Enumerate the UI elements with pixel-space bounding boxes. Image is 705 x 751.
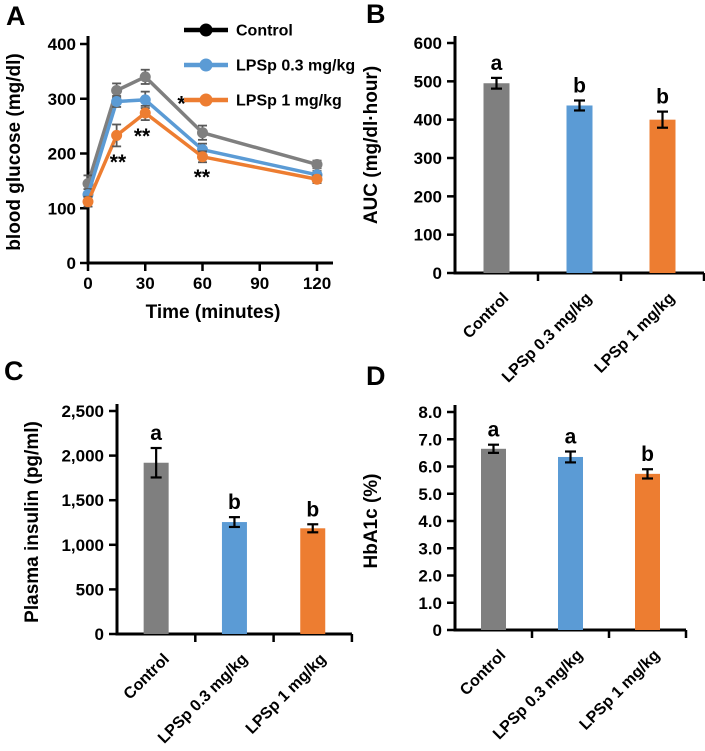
y-tick-label: 2,500	[61, 402, 104, 421]
y-tick-label: 0	[433, 621, 442, 640]
bar-lpsp-1-mg-kg	[635, 473, 660, 630]
panel-label-b: B	[366, 0, 386, 29]
significance-letter: b	[656, 86, 669, 109]
y-tick-label: 600	[414, 34, 442, 53]
y-tick-label: 200	[48, 145, 76, 164]
data-point-marker	[139, 107, 151, 119]
y-tick-label: 400	[414, 111, 442, 130]
data-point-marker	[82, 196, 94, 208]
y-tick-label: 100	[48, 199, 76, 218]
data-point-marker	[111, 129, 123, 141]
x-tick-label: 60	[193, 274, 212, 293]
y-tick-label: 500	[414, 72, 442, 91]
category-label-control: Control	[457, 647, 509, 699]
x-tick-label: 120	[303, 274, 331, 293]
x-tick-label: 90	[250, 274, 269, 293]
data-point-marker	[311, 158, 323, 170]
data-point-marker	[111, 95, 123, 107]
bar-control	[481, 448, 506, 630]
data-point-marker	[311, 173, 323, 185]
category-label-lpsp-1-mg-kg: LPSp 1 mg/kg	[243, 651, 330, 738]
y-tick-label: 2,000	[61, 447, 104, 466]
bar-control	[143, 462, 169, 634]
y-tick-label: 7.0	[418, 430, 442, 449]
data-point-marker	[111, 85, 123, 97]
panel-d-hba1c-bar-chart: 0 1.0 2.0 3.0 4.0 5.0 6.0 7.0 8.0 HbA1c (%) a Contr…	[361, 403, 688, 743]
panel-label-c: C	[4, 356, 24, 386]
bar-lpsp-0-3-mg-kg	[221, 522, 247, 634]
significance-letter: b	[228, 491, 241, 514]
panel-label-a: A	[6, 1, 26, 31]
panel-a-blood-glucose-line-chart: 0 100 200 300 400 0 30 60 90 120 Time (minutes) blo…	[4, 23, 355, 324]
panel-b-auc-bar-chart: 0 100 200 300 400 500 600 AUC (mg/dl·hour) a Cont…	[361, 34, 705, 386]
bar-lpsp-0-3-mg-kg	[566, 105, 593, 273]
y-tick-label: 2.0	[418, 567, 442, 586]
y-tick-label: 4.0	[418, 512, 442, 531]
significance-letter: b	[573, 75, 586, 98]
y-axis-title: HbA1c (%)	[361, 473, 382, 568]
y-tick-label: 1.0	[418, 594, 442, 613]
significance-marker: **	[110, 151, 127, 174]
y-tick-label: 6.0	[418, 458, 442, 477]
data-point-marker	[139, 71, 151, 83]
y-tick-label: 500	[76, 580, 104, 599]
y-tick-label: 0	[95, 625, 104, 644]
y-tick-label: 300	[414, 149, 442, 168]
bar-lpsp-1-mg-kg	[649, 119, 676, 274]
significance-letter: a	[565, 426, 577, 449]
significance-marker: *	[177, 92, 186, 115]
significance-letter: a	[488, 419, 500, 442]
y-tick-label: 200	[414, 187, 442, 206]
significance-letter: b	[641, 443, 654, 466]
x-tick-label: 30	[136, 274, 155, 293]
significance-letter: a	[150, 422, 162, 445]
panel-label-d: D	[366, 361, 386, 391]
legend-label: LPSp 0.3 mg/kg	[236, 58, 355, 75]
y-tick-label: 400	[48, 35, 76, 54]
legend-marker-swatch	[199, 93, 213, 107]
significance-marker: **	[134, 125, 151, 148]
y-tick-label: 0	[433, 264, 442, 283]
y-tick-label: 100	[414, 226, 442, 245]
panel-c-plasma-insulin-bar-chart: 0 500 1,000 1,500 2,000 2,500 Plasma insulin (…	[22, 402, 354, 747]
significance-marker: **	[194, 166, 211, 189]
data-point-marker	[139, 94, 151, 106]
legend-marker-swatch	[199, 58, 213, 72]
x-tick-label: 0	[83, 274, 92, 293]
y-axis-title: blood glucose (mg/dl)	[4, 53, 25, 250]
legend-marker-swatch	[199, 23, 213, 37]
legend-label: Control	[236, 23, 293, 40]
bar-control	[483, 83, 510, 273]
y-axis-title: AUC (mg/dl·hour)	[361, 66, 382, 224]
category-label-control: Control	[460, 290, 512, 342]
category-label-lpsp-1-mg-kg: LPSp 1 mg/kg	[576, 647, 663, 734]
y-tick-label: 3.0	[418, 539, 442, 558]
y-tick-label: 1,000	[61, 536, 104, 555]
data-point-marker	[197, 127, 208, 139]
significance-letter: a	[491, 52, 503, 75]
y-tick-label: 5.0	[418, 485, 442, 504]
y-tick-label: 1,500	[61, 491, 104, 510]
y-tick-label: 300	[48, 90, 76, 109]
significance-letter: b	[306, 498, 319, 521]
legend-label: LPSp 1 mg/kg	[236, 93, 342, 110]
y-tick-label: 0	[67, 254, 76, 273]
y-axis-title: Plasma insulin (pg/ml)	[22, 421, 43, 623]
x-axis-title: Time (minutes)	[146, 302, 281, 323]
category-label-control: Control	[121, 651, 173, 703]
y-tick-label: 8.0	[418, 403, 442, 422]
bar-lpsp-1-mg-kg	[300, 528, 326, 634]
data-point-marker	[197, 151, 208, 163]
bar-lpsp-0-3-mg-kg	[558, 456, 583, 630]
